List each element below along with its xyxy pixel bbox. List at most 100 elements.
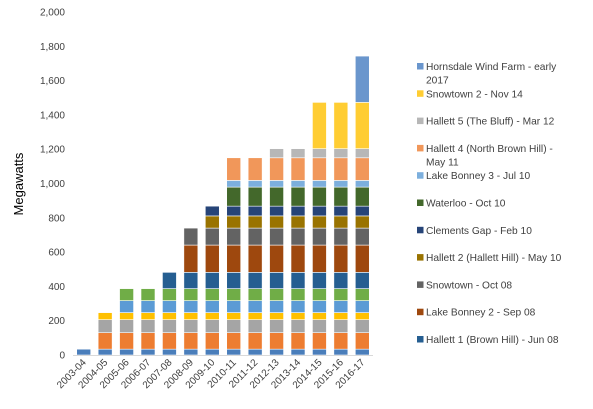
y-tick-label: 1,000 <box>40 179 65 190</box>
bar-segment <box>226 319 242 334</box>
bar-segment <box>269 319 284 334</box>
bar-segment <box>162 312 177 320</box>
bar-segment <box>354 102 370 149</box>
bar-segment <box>269 332 284 350</box>
y-tick-label: 800 <box>48 213 65 224</box>
bar-segment <box>269 215 284 229</box>
bar-segment <box>162 319 177 334</box>
bar-segment <box>312 348 327 356</box>
bar-segment <box>354 205 370 217</box>
bar-segment <box>290 148 306 159</box>
bar-segment <box>183 272 199 289</box>
bar-segment <box>269 205 284 217</box>
bar-segment <box>97 332 113 350</box>
bar-segment <box>204 312 220 320</box>
bar-segment <box>333 227 349 246</box>
legend-swatch <box>417 336 424 343</box>
legend-swatch <box>417 226 424 234</box>
bar-segment <box>140 300 156 313</box>
bar-segment <box>204 227 220 246</box>
bar-segment <box>204 205 220 217</box>
bar-segment <box>162 288 177 301</box>
legend-label: Lake Bonney 3 - Jul 10 <box>426 171 531 182</box>
bar-segment <box>204 288 220 301</box>
bar-segment <box>269 272 284 289</box>
bar-segment <box>204 215 220 229</box>
bar-segment <box>333 102 349 149</box>
bar-segment <box>119 300 134 313</box>
bar-segment <box>97 348 113 356</box>
bar-segment <box>312 102 327 149</box>
bar-segment <box>290 348 306 356</box>
bar-segment <box>354 300 370 313</box>
bar-segment <box>333 205 349 217</box>
bar-segment <box>183 227 199 246</box>
bar-segment <box>290 312 306 320</box>
legend-label: Lake Bonney 2 - Sep 08 <box>426 308 536 319</box>
bar-segment <box>290 244 306 273</box>
bar-segment <box>226 348 242 356</box>
bar-segment <box>247 332 263 350</box>
bar-segment <box>247 288 263 301</box>
legend-swatch <box>417 117 424 125</box>
bar-segment <box>290 300 306 313</box>
bar-segment <box>183 348 199 356</box>
bar-segment <box>312 319 327 334</box>
bar-segment <box>354 288 370 301</box>
bar-segment <box>204 272 220 289</box>
bar-segment <box>333 332 349 350</box>
bar-segment <box>333 300 349 313</box>
bar-segment <box>226 215 242 229</box>
bar-segment <box>333 288 349 301</box>
legend-label: Hallett 1 (Brown Hill) - Jun 08 <box>426 335 559 346</box>
legend-label: Hornsdale Wind Farm - early 2017 <box>426 62 557 87</box>
bar-segment <box>226 312 242 320</box>
bar-segment <box>354 157 370 181</box>
bar-segment <box>226 205 242 217</box>
bar-segment <box>290 186 306 207</box>
bar-segment <box>333 186 349 207</box>
bar-segment <box>312 332 327 350</box>
bar-segment <box>247 272 263 289</box>
bar-segment <box>204 348 220 356</box>
legend-swatch <box>417 90 424 97</box>
bar-segment <box>140 332 156 350</box>
bar-segment <box>312 215 327 229</box>
y-tick-label: 2,000 <box>40 8 65 19</box>
bar-segment <box>247 312 263 320</box>
bar-segment <box>333 244 349 273</box>
bar-segment <box>97 312 113 320</box>
legend-swatch <box>417 308 424 316</box>
bar-segment <box>119 288 134 301</box>
bar-segment <box>269 312 284 320</box>
bar-segment <box>162 300 177 313</box>
bar-segment <box>354 55 370 103</box>
bar-segment <box>247 300 263 313</box>
bar-segment <box>333 348 349 356</box>
legend-label: Hallett 4 (North Brown Hill) -May 11 <box>426 144 553 169</box>
bar-segment <box>162 348 177 356</box>
y-tick-label: 0 <box>59 351 65 362</box>
bar-segment <box>183 288 199 301</box>
legend-swatch <box>417 63 424 70</box>
bar-segment <box>183 319 199 334</box>
bar-segment <box>226 300 242 313</box>
bar-segment <box>226 288 242 301</box>
bar-segment <box>354 348 370 356</box>
bar-segment <box>312 272 327 289</box>
bar-segment <box>183 312 199 320</box>
bar-segment <box>354 332 370 350</box>
bar-segment <box>312 227 327 246</box>
bar-segment <box>247 348 263 356</box>
bar-segment <box>226 227 242 246</box>
bar-segment <box>312 288 327 301</box>
y-axis-title: Megawatts <box>11 152 26 215</box>
bar-segment <box>333 319 349 334</box>
y-tick-label: 1,600 <box>40 76 65 87</box>
bar-segment <box>290 319 306 334</box>
bar-segment <box>269 288 284 301</box>
bar-segment <box>97 319 113 334</box>
y-tick-label: 200 <box>48 316 65 327</box>
bar-segment <box>354 244 370 273</box>
